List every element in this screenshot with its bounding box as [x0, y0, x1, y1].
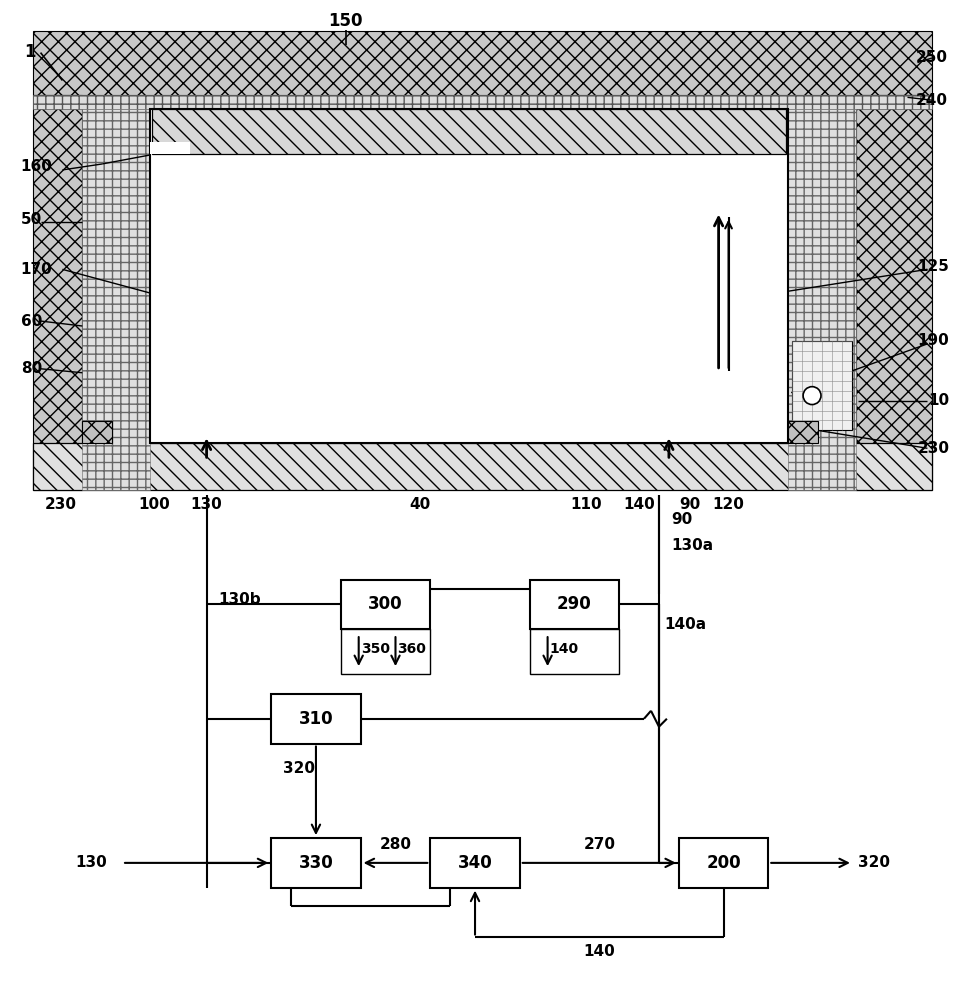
Text: 230: 230: [44, 497, 77, 512]
Text: 130b: 130b: [218, 592, 262, 607]
Text: 160: 160: [21, 159, 53, 174]
Bar: [271, 838, 361, 888]
Text: 60: 60: [21, 314, 42, 329]
Bar: [149, 142, 190, 154]
Bar: [788, 109, 855, 490]
Bar: [792, 341, 852, 430]
Text: 40: 40: [410, 497, 431, 512]
Bar: [149, 109, 788, 443]
Text: 120: 120: [713, 497, 744, 512]
Bar: [430, 838, 520, 888]
Text: 310: 310: [299, 710, 333, 728]
Text: 130a: 130a: [671, 538, 713, 553]
Text: 90: 90: [679, 497, 700, 512]
Text: 190: 190: [918, 333, 949, 348]
Bar: [679, 838, 768, 888]
Text: 290: 290: [557, 595, 592, 613]
Text: 100: 100: [138, 497, 170, 512]
Text: 140: 140: [583, 944, 615, 959]
Bar: [33, 443, 932, 490]
Text: 350: 350: [361, 642, 390, 656]
Text: 110: 110: [571, 497, 603, 512]
Text: 330: 330: [299, 854, 333, 872]
Bar: [530, 629, 619, 674]
Text: 200: 200: [706, 854, 741, 872]
Text: 320: 320: [284, 761, 315, 776]
Text: 140a: 140a: [664, 617, 706, 632]
Text: 140: 140: [550, 642, 579, 656]
Bar: [82, 109, 149, 490]
Text: 340: 340: [458, 854, 492, 872]
Text: 170: 170: [21, 262, 53, 277]
Text: 360: 360: [398, 642, 426, 656]
Bar: [33, 31, 932, 95]
Bar: [271, 694, 361, 744]
Text: 130: 130: [191, 497, 222, 512]
Text: 130: 130: [76, 855, 107, 870]
Text: 240: 240: [915, 93, 947, 108]
Text: 50: 50: [21, 212, 42, 227]
Text: 80: 80: [21, 361, 42, 376]
Text: 125: 125: [918, 259, 949, 274]
Text: 140: 140: [624, 497, 655, 512]
Text: 320: 320: [857, 855, 890, 870]
Bar: [855, 95, 932, 490]
Bar: [530, 580, 619, 629]
Text: 250: 250: [915, 50, 947, 65]
Bar: [341, 580, 430, 629]
Text: 90: 90: [671, 512, 692, 527]
Bar: [33, 95, 932, 109]
Bar: [152, 109, 787, 154]
Circle shape: [803, 387, 821, 405]
Text: 270: 270: [583, 837, 615, 852]
Text: 10: 10: [928, 393, 949, 408]
Bar: [82, 421, 112, 443]
Bar: [33, 95, 82, 490]
Text: 150: 150: [329, 12, 363, 30]
Text: 280: 280: [379, 837, 412, 852]
Text: 230: 230: [917, 441, 949, 456]
Bar: [788, 421, 818, 443]
Bar: [341, 629, 430, 674]
Text: 1: 1: [25, 43, 36, 61]
Text: 300: 300: [368, 595, 403, 613]
